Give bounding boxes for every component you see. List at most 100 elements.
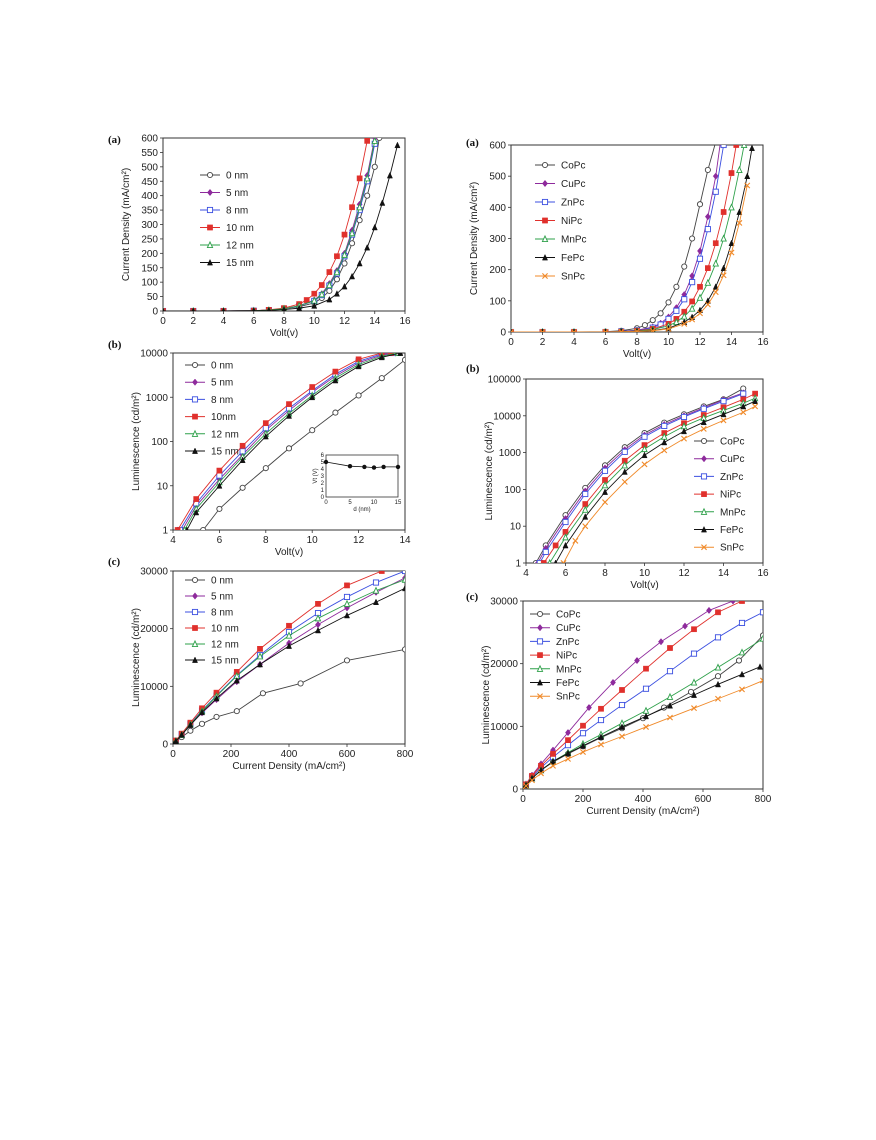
series-snpc [511, 182, 751, 332]
data-point [666, 668, 674, 675]
legend-marker [192, 447, 198, 454]
series-0-nm [163, 138, 383, 311]
inset-x-tick-label: 5 [348, 500, 352, 506]
series-line-copc [535, 388, 744, 563]
data-point [343, 657, 351, 664]
legend-label: ZnPc [556, 637, 579, 648]
data-point [738, 619, 746, 626]
series-line-15-nm [163, 145, 398, 311]
x-tick-label: 8 [602, 568, 608, 579]
data-point [286, 642, 292, 649]
data-point [598, 733, 604, 740]
inset-point [347, 464, 353, 469]
x-tick-label: 14 [718, 568, 730, 579]
data-point [712, 172, 719, 180]
y-tick-label: 30000 [140, 567, 168, 578]
y-tick-label: 50 [147, 292, 159, 303]
legend-item-fepc: FePc [694, 525, 743, 536]
series-copc [511, 145, 716, 332]
legend-item-12-nm: 12 nm [185, 640, 239, 651]
legend-label: CuPc [556, 623, 580, 634]
legend-marker [700, 473, 708, 480]
data-point [343, 593, 351, 600]
data-point [344, 582, 350, 589]
data-point [730, 601, 736, 605]
legend-label: FePc [720, 525, 743, 536]
legend-label: 8 nm [211, 395, 233, 406]
data-point [581, 505, 589, 513]
y-tick-label: 20000 [140, 624, 168, 635]
data-point [720, 209, 727, 215]
data-point [738, 648, 746, 656]
data-point [697, 310, 703, 317]
data-point [586, 703, 592, 712]
data-point [691, 705, 697, 712]
data-point [286, 412, 292, 419]
data-point [661, 438, 668, 446]
y-tick-label: 1 [162, 526, 168, 537]
data-point [689, 298, 695, 305]
data-point [712, 289, 719, 296]
x-tick-label: 16 [399, 316, 411, 327]
data-point [303, 297, 310, 303]
series-line-znpc [539, 393, 744, 563]
y-tick-label: 300 [141, 220, 158, 231]
legend-label: CuPc [720, 454, 744, 465]
legend-item-15-nm: 15 nm [185, 656, 239, 667]
data-point [704, 213, 711, 221]
data-point [562, 518, 569, 526]
data-point [562, 533, 569, 541]
legend-item-cupc: CuPc [694, 454, 744, 465]
x-axis-label: Volt(v) [270, 328, 298, 339]
x-tick-label: 0 [520, 794, 526, 805]
data-point [191, 307, 195, 311]
data-point [373, 598, 379, 605]
legend-item-10-nm: 10 nm [200, 223, 254, 234]
data-point [262, 420, 269, 426]
legend-marker [542, 217, 548, 224]
series-line-mnpc [511, 145, 745, 332]
legend-marker [536, 664, 544, 672]
legend-item-10nm: 10nm [185, 412, 236, 423]
series-line-8-nm [173, 571, 405, 744]
data-point [262, 465, 269, 472]
data-point [712, 188, 719, 195]
data-point [643, 712, 649, 720]
x-tick-label: 12 [694, 337, 706, 348]
data-point [379, 199, 386, 206]
data-point [259, 690, 266, 697]
data-point [682, 622, 688, 630]
y-tick-label: 550 [141, 148, 158, 159]
legend-item-snpc: SnPc [694, 543, 744, 554]
data-point [704, 278, 712, 286]
legend-label: 8 nm [226, 206, 248, 217]
data-point [602, 499, 608, 506]
data-point [233, 708, 240, 715]
data-point [332, 409, 339, 416]
data-point [681, 435, 687, 442]
data-point [386, 171, 393, 179]
series-8-nm [173, 571, 405, 744]
data-point [378, 571, 385, 574]
legend-label: CoPc [556, 610, 580, 621]
chart-left-b: (b)4 6 8 10 12 14110100100010000Volt(v)Lumine… [108, 339, 411, 558]
data-point [580, 722, 586, 729]
data-point [681, 263, 688, 270]
data-point [720, 417, 727, 424]
data-point [334, 253, 340, 260]
legend-marker [542, 253, 548, 261]
data-point [641, 433, 648, 440]
data-point [266, 306, 271, 311]
legend-marker [191, 576, 199, 584]
data-point [691, 691, 697, 698]
x-tick-label: 600 [695, 794, 712, 805]
series-line-mnpc [549, 397, 756, 563]
x-tick-label: 0 [508, 337, 514, 348]
legend-label: NiPc [561, 216, 582, 227]
y-tick-label: 450 [141, 177, 158, 188]
data-point [658, 638, 664, 646]
data-point [759, 609, 763, 616]
x-tick-label: 2 [540, 337, 546, 348]
data-point [256, 652, 264, 660]
inset-y-tick-label: 3 [321, 474, 325, 480]
